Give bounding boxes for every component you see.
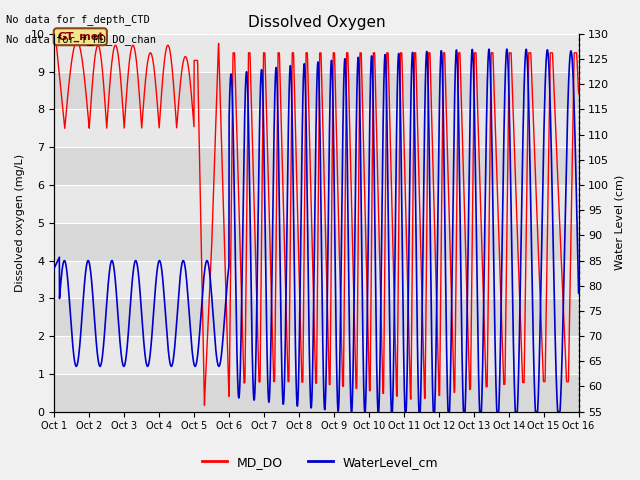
Text: No data for f_MD_DO_chan: No data for f_MD_DO_chan bbox=[6, 34, 156, 45]
Bar bbox=[54, 109, 579, 147]
Bar bbox=[54, 223, 579, 261]
Y-axis label: Dissolved oxygen (mg/L): Dissolved oxygen (mg/L) bbox=[15, 154, 25, 292]
Bar bbox=[54, 185, 579, 223]
Bar bbox=[54, 147, 579, 185]
Title: Dissolved Oxygen: Dissolved Oxygen bbox=[248, 15, 385, 30]
Text: No data for f_depth_CTD: No data for f_depth_CTD bbox=[6, 14, 150, 25]
Bar bbox=[54, 34, 579, 72]
Bar bbox=[54, 72, 579, 109]
Bar bbox=[54, 299, 579, 336]
Text: GT_met: GT_met bbox=[57, 32, 104, 42]
Bar bbox=[54, 336, 579, 374]
Bar bbox=[54, 374, 579, 412]
Bar bbox=[54, 261, 579, 299]
Legend: MD_DO, WaterLevel_cm: MD_DO, WaterLevel_cm bbox=[196, 451, 444, 474]
Y-axis label: Water Level (cm): Water Level (cm) bbox=[615, 175, 625, 270]
